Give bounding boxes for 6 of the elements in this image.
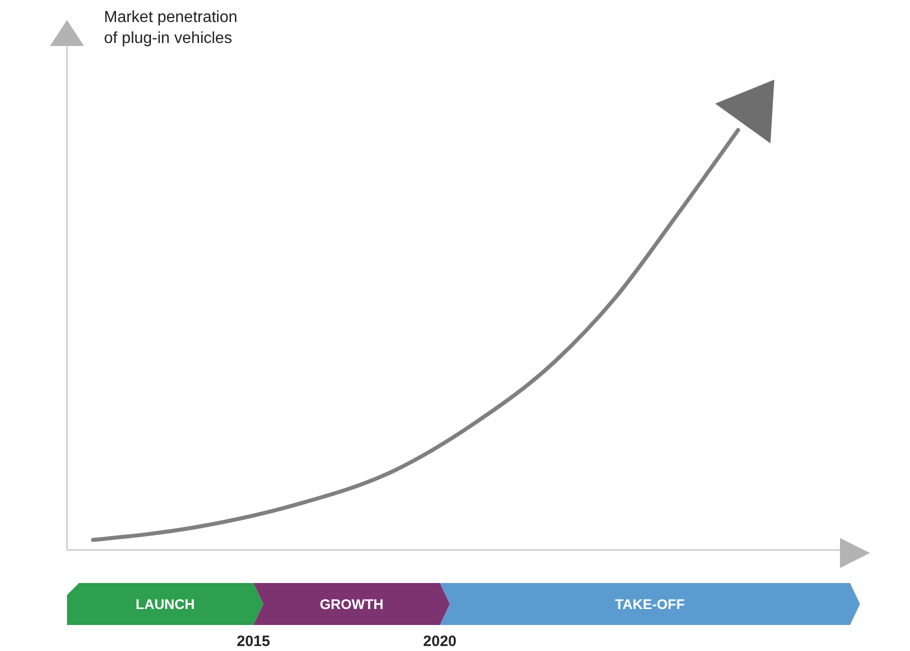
x-tick-label: 2015 [236,633,270,650]
text: GROWTH [320,596,384,612]
text: LAUNCH [136,596,195,612]
text: TAKE-OFF [615,596,686,612]
x-tick-label: 2020 [423,633,457,650]
text: Market penetration of plug-in vehicles [104,9,238,47]
